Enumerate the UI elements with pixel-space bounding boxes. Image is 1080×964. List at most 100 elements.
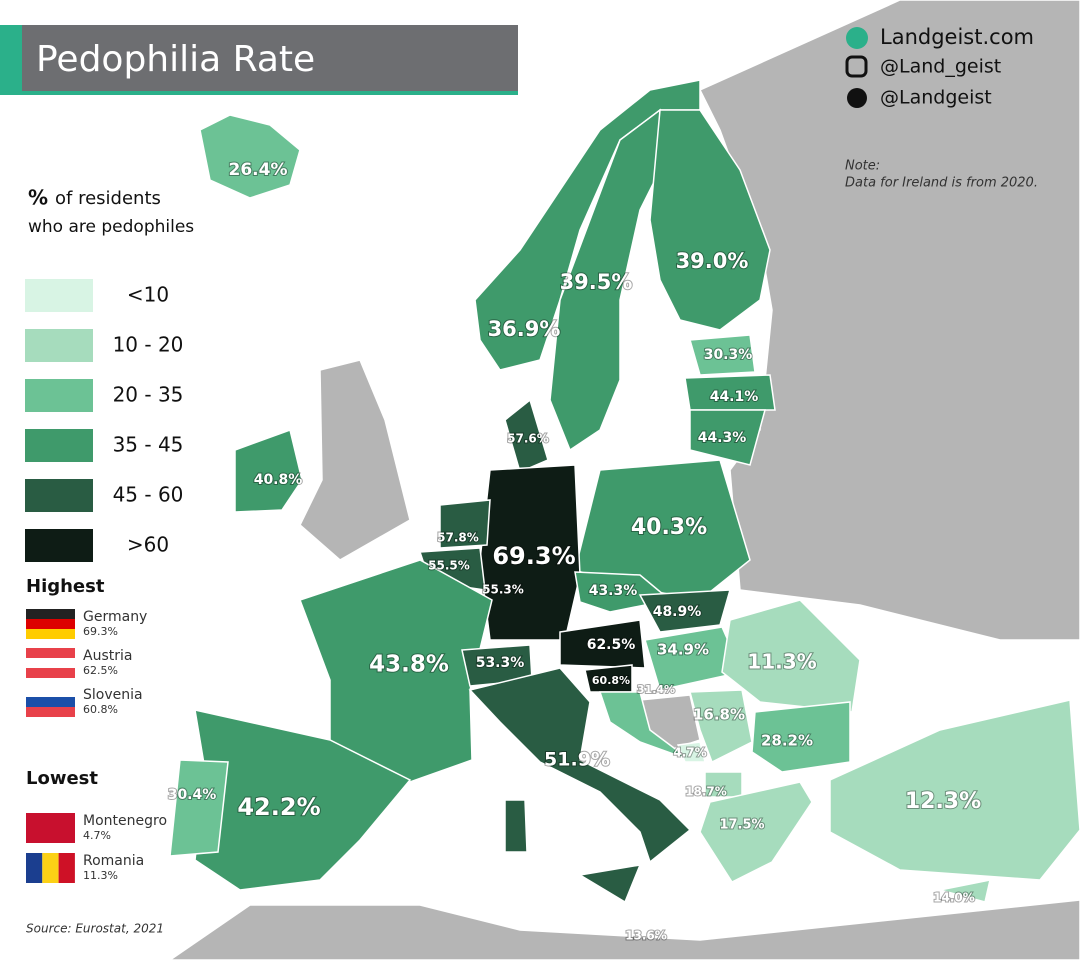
flag-stripe: [26, 668, 75, 678]
estonia: [689, 334, 756, 376]
region-label: 40.8%: [254, 472, 303, 488]
legend-swatch: [25, 379, 93, 412]
austria: [559, 619, 646, 669]
sweden: [549, 108, 661, 452]
sardinia: [504, 799, 528, 853]
legend-swatch: [25, 529, 93, 562]
legend-swatch: [25, 479, 93, 512]
ireland: [234, 429, 303, 513]
finland: [649, 109, 771, 331]
turkey: [829, 699, 1080, 881]
web-icon: [846, 27, 868, 49]
note-text: Data for Ireland is from 2020.: [845, 176, 1038, 191]
social-link[interactable]: @Land_geist: [880, 56, 1001, 78]
italy: [468, 667, 692, 864]
region-label: 4.7%: [673, 746, 706, 760]
flag-stripe: [26, 619, 75, 629]
serbia: [689, 689, 753, 764]
source: Source: Eurostat, 2021: [26, 922, 164, 936]
region-label: 28.2%: [761, 732, 813, 750]
region-label: 31.4%: [637, 683, 675, 696]
region-label: 57.8%: [437, 531, 479, 545]
flag-stripe: [26, 648, 75, 658]
region-label: 48.9%: [653, 604, 702, 620]
flag-stripe: [26, 687, 75, 697]
social-link[interactable]: Landgeist.com: [880, 25, 1034, 49]
rank-title: Lowest: [26, 768, 98, 789]
rank-value: 62.5%: [83, 664, 118, 677]
region-label: 69.3%: [492, 542, 575, 570]
region-label: 55.3%: [482, 583, 524, 597]
legend-symbol: %: [28, 186, 48, 210]
cyprus: [939, 879, 991, 903]
region-label: 44.1%: [710, 389, 759, 405]
lithuania: [689, 409, 766, 466]
rank-value: 11.3%: [83, 869, 118, 882]
legend-title: who are pedophiles: [28, 217, 194, 237]
sicily: [577, 864, 642, 904]
twitter-icon: [847, 88, 867, 108]
flag-stripe: [26, 697, 75, 707]
legend-swatch: [25, 279, 93, 312]
flag-stripe: [26, 658, 75, 668]
region-label: 30.4%: [168, 787, 217, 803]
legend-label: 10 - 20: [113, 333, 184, 357]
rank-country: Slovenia: [83, 687, 143, 703]
land-uk: [299, 359, 411, 561]
region-label: 34.9%: [657, 641, 709, 659]
legend-swatch: [25, 429, 93, 462]
region-label: 43.8%: [369, 652, 449, 678]
rank-country: Romania: [83, 853, 144, 869]
region-label: 53.3%: [476, 655, 525, 671]
montenegro: [676, 741, 706, 763]
rank-country: Austria: [83, 648, 132, 664]
title: Pedophilia Rate: [36, 39, 315, 80]
region-label: 16.8%: [693, 706, 745, 724]
flag-stripe: [58, 853, 75, 883]
netherlands: [439, 499, 491, 549]
rank-country: Montenegro: [83, 813, 167, 829]
region-label: 40.3%: [631, 515, 707, 540]
region-label: 62.5%: [587, 637, 636, 653]
flag-stripe: [26, 813, 75, 823]
denmark: [504, 398, 549, 474]
portugal: [169, 759, 229, 857]
social-link[interactable]: @Landgeist: [880, 87, 992, 109]
basemap: [167, 0, 1080, 961]
instagram-icon: [845, 55, 868, 78]
legend: <10 10 - 20 20 - 35 35 - 45 45 - 60 >60: [25, 279, 183, 562]
title-underline: [22, 91, 518, 95]
legend-label: <10: [127, 283, 169, 307]
region-label: 13.6%: [625, 929, 667, 943]
rank-title: Highest: [26, 576, 105, 597]
france: [299, 559, 493, 783]
note-heading: Note:: [845, 159, 880, 174]
legend-title: of residents: [55, 188, 161, 209]
region-label: 60.8%: [592, 674, 630, 687]
region-label: 11.3%: [747, 650, 816, 674]
legend-label: 20 - 35: [113, 383, 184, 407]
legend-label: 35 - 45: [113, 433, 184, 457]
title-accent: [0, 25, 22, 95]
region-label: 57.6%: [507, 432, 549, 446]
region-label: 17.5%: [719, 818, 764, 833]
rank-value: 60.8%: [83, 703, 118, 716]
legend-label: 45 - 60: [113, 483, 184, 507]
bulgaria: [751, 701, 851, 773]
flag-stripe: [26, 853, 43, 883]
region-label: 55.5%: [428, 559, 470, 573]
region-label: 18.7%: [685, 785, 727, 799]
flag-stripe: [26, 609, 75, 619]
slovakia: [638, 589, 732, 633]
flag-stripe: [26, 629, 75, 639]
romania: [721, 599, 861, 713]
legend-swatch: [25, 329, 93, 362]
latvia: [684, 374, 776, 411]
iceland: [199, 114, 301, 199]
region-label: 44.3%: [698, 430, 747, 446]
rank-country: Germany: [83, 609, 147, 625]
title-bar: [0, 25, 518, 95]
region-label: 26.4%: [229, 160, 288, 180]
